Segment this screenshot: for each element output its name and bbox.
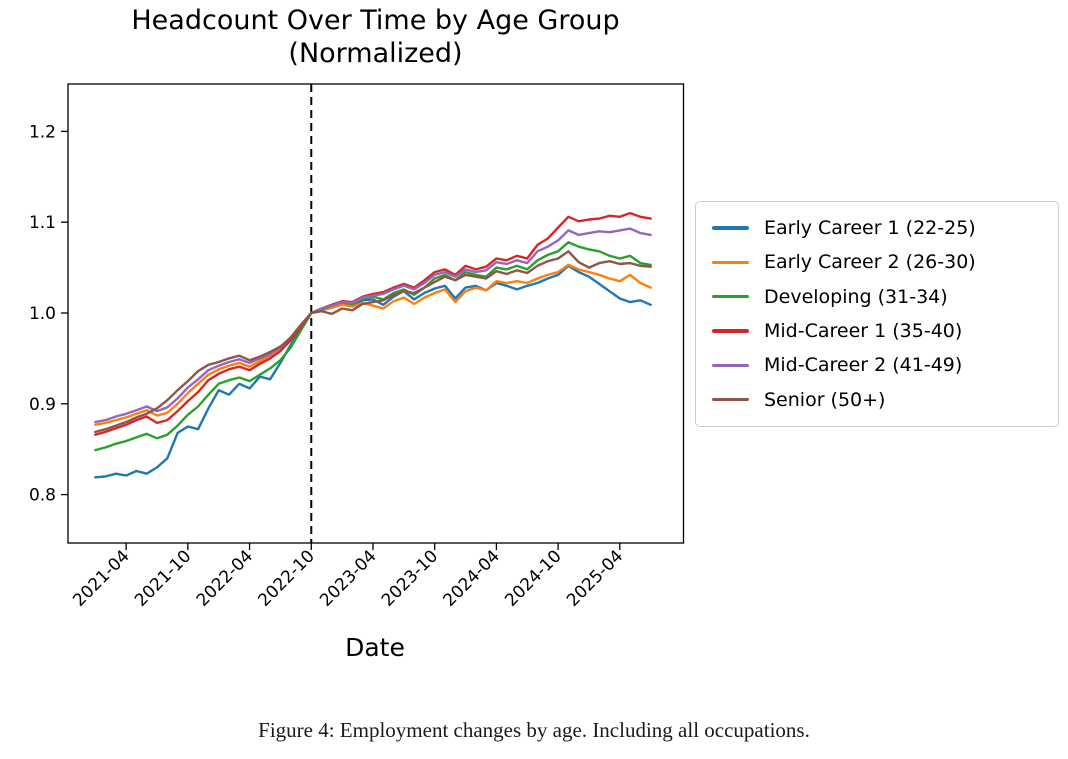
figure-caption: Figure 4: Employment changes by age. Inc… (258, 718, 810, 742)
legend-line-swatch (712, 397, 749, 402)
legend-line-swatch (712, 329, 749, 333)
x-axis-label: Date (345, 633, 405, 662)
x-axis-tick-label: 2024-04 (440, 546, 504, 610)
chart-canvas: 0.8 0.9 1.0 1.1 1.2 2021-042021-102022-042022… (29, 83, 685, 662)
y-axis-tick-label: 1.2 (29, 122, 56, 142)
legend-line-swatch (712, 363, 749, 368)
plot-frame (67, 83, 685, 544)
legend-item-developing-31-34: Developing (31-34) (712, 280, 1042, 314)
series-line-mid-career-1-35-40 (94, 211, 652, 436)
legend-line-swatch (712, 226, 749, 230)
y-axis-tick-label: 0.9 (29, 395, 56, 415)
series-line-early-career-1-22-25 (94, 264, 652, 479)
x-axis-tick-label: 2022-10 (254, 546, 318, 610)
legend-item-senior-50: Senior (50+) (712, 382, 1042, 416)
x-axis-tick-label: 2023-10 (378, 546, 442, 610)
chart-title-line2: (Normalized) (288, 38, 463, 69)
series-line-early-career-2-26-30 (94, 263, 652, 426)
series-line-mid-career-2-41-49 (94, 227, 652, 424)
y-axis-tick-label: 0.8 (29, 486, 56, 506)
y-axis-tick-label: 1.0 (29, 304, 56, 324)
legend-line-swatch (712, 260, 749, 265)
axis-ticks: 0.8 0.9 1.0 1.1 1.2 2021-042021-102022-042022… (29, 122, 627, 610)
x-axis-tick-label: 2024-10 (501, 546, 565, 610)
series-line-senior-50 (94, 250, 652, 434)
legend-item-mid-career-1-35-40: Mid-Career 1 (35-40) (712, 314, 1042, 348)
legend-item-label: Early Career 1 (22-25) (764, 217, 976, 240)
legend-item-label: Developing (31-34) (764, 285, 948, 308)
y-axis-tick-label: 1.1 (29, 213, 56, 233)
legend-item-mid-career-2-41-49: Mid-Career 2 (41-49) (712, 348, 1042, 382)
x-axis-tick-label: 2021-04 (69, 546, 133, 610)
series-lines (94, 84, 652, 543)
chart-title: Headcount Over Time by Age Group (Normal… (48, 4, 703, 70)
legend-item-label: Mid-Career 1 (35-40) (764, 320, 963, 343)
chart-title-line1: Headcount Over Time by Age Group (131, 5, 620, 36)
legend-item-label: Senior (50+) (764, 388, 886, 411)
legend-line-swatch (712, 295, 749, 299)
chart-legend: Early Career 1 (22-25) Early Career 2 (26… (695, 201, 1059, 427)
x-axis-tick-label: 2021-10 (131, 546, 195, 610)
x-axis-tick-label: 2023-04 (316, 546, 380, 610)
x-axis-tick-label: 2022-04 (193, 546, 257, 610)
legend-item-label: Mid-Career 2 (41-49) (764, 354, 963, 377)
x-axis-tick-label: 2025-04 (563, 546, 627, 610)
legend-item-early-career-1-22-25: Early Career 1 (22-25) (712, 211, 1042, 245)
plot-border (67, 83, 685, 544)
legend-item-early-career-2-26-30: Early Career 2 (26-30) (712, 245, 1042, 279)
legend-item-label: Early Career 2 (26-30) (764, 251, 976, 274)
series-line-developing-31-34 (94, 240, 652, 452)
